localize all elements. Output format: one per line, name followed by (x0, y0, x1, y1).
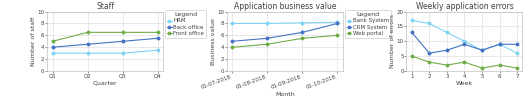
CRM System (444, 65, 450, 66)
Call center application (497, 44, 503, 45)
Front office (49, 41, 56, 42)
CRM System (408, 56, 415, 57)
Customer Data Access (497, 44, 503, 45)
CRM System (461, 62, 468, 63)
Web portal (264, 44, 270, 45)
HRM (120, 53, 126, 54)
Back office (155, 38, 161, 39)
HRM (49, 53, 56, 54)
Line: CRM System: CRM System (411, 55, 518, 69)
Line: Web portal: Web portal (231, 34, 339, 48)
Line: Customer Data Access: Customer Data Access (411, 31, 518, 54)
Back office (49, 47, 56, 48)
CRM System (264, 38, 270, 39)
Front office (155, 32, 161, 33)
Call center application (426, 23, 433, 24)
CRM System (334, 23, 341, 24)
Customer Data Access (408, 32, 415, 33)
Line: Call center application: Call center application (411, 19, 518, 54)
Bank System (299, 22, 306, 23)
Front office (85, 32, 91, 33)
Y-axis label: Business value: Business value (211, 18, 216, 65)
CRM System (479, 67, 485, 69)
Line: Front office: Front office (51, 31, 159, 43)
Back office (85, 44, 91, 45)
Call center application (514, 53, 520, 54)
Call center application (408, 20, 415, 21)
Customer Data Access (461, 44, 468, 45)
Back office (120, 41, 126, 42)
X-axis label: Month: Month (275, 92, 295, 96)
HRM (155, 50, 161, 51)
Bank System (264, 23, 270, 24)
Bank System (229, 23, 235, 24)
CRM System (229, 41, 235, 42)
Customer Data Access (479, 50, 485, 51)
Front office (120, 32, 126, 33)
Customer Data Access (426, 53, 433, 54)
Y-axis label: Number of staff: Number of staff (31, 17, 36, 66)
Bank System (334, 22, 341, 23)
Title: Application business value: Application business value (234, 2, 336, 11)
Call center application (461, 41, 468, 42)
Web portal (299, 38, 306, 39)
CRM System (514, 67, 520, 69)
HRM (85, 53, 91, 54)
CRM System (497, 65, 503, 66)
Title: Staff: Staff (96, 2, 114, 11)
X-axis label: Week: Week (456, 81, 473, 86)
Web portal (334, 35, 341, 36)
Customer Data Access (514, 44, 520, 45)
Customer Data Access (444, 50, 450, 51)
Line: CRM System: CRM System (231, 22, 339, 43)
Y-axis label: Number of errors: Number of errors (390, 14, 395, 68)
Web portal (229, 47, 235, 48)
Title: Weekly application errors: Weekly application errors (416, 2, 513, 11)
Legend: Bank System, CRM System, Web portal: Bank System, CRM System, Web portal (345, 10, 391, 38)
Call center application (479, 50, 485, 51)
Line: HRM: HRM (51, 49, 159, 54)
Call center application (444, 32, 450, 33)
X-axis label: Quarter: Quarter (93, 81, 118, 86)
Legend: HRM, Back office, Front office: HRM, Back office, Front office (165, 10, 206, 38)
CRM System (426, 62, 433, 63)
Line: Bank System: Bank System (231, 21, 339, 25)
Line: Back office: Back office (51, 37, 159, 48)
CRM System (299, 32, 306, 33)
